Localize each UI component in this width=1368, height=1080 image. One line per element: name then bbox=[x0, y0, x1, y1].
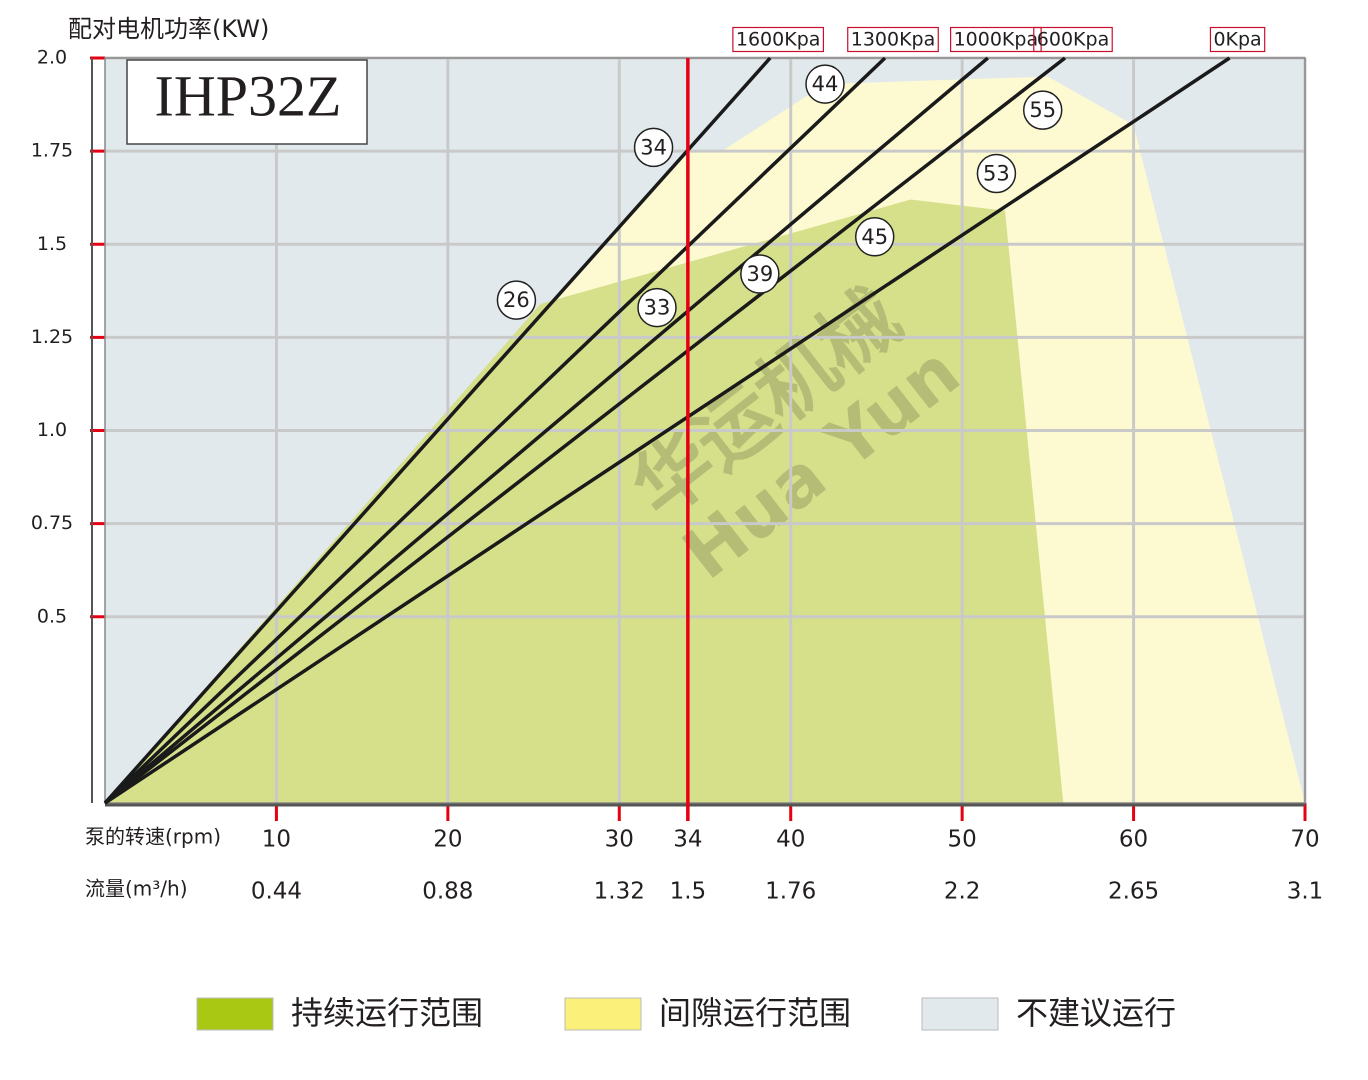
legend-swatch bbox=[564, 997, 642, 1031]
y-tick-label: 1.75 bbox=[31, 140, 73, 162]
x-tick-label: 34 bbox=[673, 827, 702, 853]
pressure-line bbox=[103, 56, 1067, 805]
pressure-line bbox=[103, 56, 989, 805]
x2-tick-label: 2.65 bbox=[1108, 879, 1159, 905]
series-label: 1000Kpa bbox=[954, 29, 1039, 51]
legend-label: 不建议运行 bbox=[1016, 994, 1176, 1032]
title-box bbox=[126, 59, 368, 145]
y-tick-label: 0.75 bbox=[31, 512, 73, 534]
series-label-box bbox=[1033, 26, 1113, 53]
y-tick-label: 2.0 bbox=[37, 47, 67, 69]
annotation-circle bbox=[854, 217, 895, 257]
x2-tick-label: 2.2 bbox=[944, 879, 981, 905]
x-tick-label: 40 bbox=[776, 827, 805, 853]
series-label-box bbox=[949, 26, 1042, 53]
annotation-label: 44 bbox=[812, 72, 839, 96]
annotation-circle bbox=[805, 64, 845, 104]
y-tick-label: 1.5 bbox=[37, 233, 67, 255]
series-label: 1600Kpa bbox=[736, 29, 821, 51]
x2-tick-label: 1.5 bbox=[670, 879, 707, 905]
x2-tick-label: 0.88 bbox=[422, 879, 473, 905]
series-label: 600Kpa bbox=[1037, 29, 1109, 51]
annotation-label: 55 bbox=[1029, 98, 1056, 122]
legend-swatch bbox=[196, 997, 274, 1031]
chart-title: IHP32Z bbox=[155, 63, 342, 128]
y-tick-label: 1.25 bbox=[31, 326, 73, 348]
series-label-box bbox=[847, 26, 939, 53]
legend-label: 间隙运行范围 bbox=[659, 994, 851, 1032]
x-tick-label: 70 bbox=[1290, 827, 1319, 853]
x-tick-label: 60 bbox=[1119, 827, 1148, 853]
legend-swatch bbox=[921, 997, 999, 1031]
annotation-circle bbox=[740, 254, 780, 294]
x2-axis-label: 流量(m³/h) bbox=[85, 877, 188, 901]
annotation-circle bbox=[633, 127, 674, 168]
x2-tick-label: 3.1 bbox=[1287, 879, 1324, 905]
annotation-circle bbox=[496, 280, 537, 320]
annotation-label: 45 bbox=[861, 225, 888, 249]
y-tick-label: 0.5 bbox=[37, 605, 67, 627]
x-tick-label: 20 bbox=[433, 827, 462, 853]
x2-tick-label: 1.32 bbox=[594, 879, 645, 905]
annotation-label: 26 bbox=[503, 288, 530, 312]
pressure-line bbox=[103, 56, 887, 805]
pressure-line bbox=[104, 56, 1231, 805]
annotation-circle bbox=[1022, 90, 1063, 130]
annotation-label: 33 bbox=[644, 296, 671, 320]
legend-label: 持续运行范围 bbox=[291, 994, 483, 1032]
area bbox=[105, 199, 1064, 804]
annotation-label: 34 bbox=[640, 135, 667, 159]
plot-frame bbox=[104, 57, 1306, 804]
x2-tick-label: 0.44 bbox=[251, 879, 302, 905]
x-tick-label: 30 bbox=[605, 827, 634, 853]
x-tick-label: 10 bbox=[262, 827, 291, 853]
y-axis-label: 配对电机功率(KW) bbox=[68, 15, 269, 43]
series-label: 1300Kpa bbox=[851, 29, 936, 51]
annotation-circle bbox=[976, 153, 1017, 194]
x-tick-label: 50 bbox=[948, 827, 977, 853]
y-tick-label: 1.0 bbox=[37, 419, 67, 441]
x2-tick-label: 1.76 bbox=[765, 879, 816, 905]
series-label-box bbox=[732, 26, 825, 53]
x-axis-label: 泵的转速(rpm) bbox=[85, 825, 221, 849]
series-label: 0Kpa bbox=[1213, 29, 1261, 51]
annotation-label: 53 bbox=[983, 161, 1010, 185]
annotation-circle bbox=[637, 287, 677, 328]
series-label-box bbox=[1209, 26, 1266, 53]
annotation-label: 39 bbox=[746, 262, 773, 286]
pressure-line bbox=[103, 56, 772, 805]
